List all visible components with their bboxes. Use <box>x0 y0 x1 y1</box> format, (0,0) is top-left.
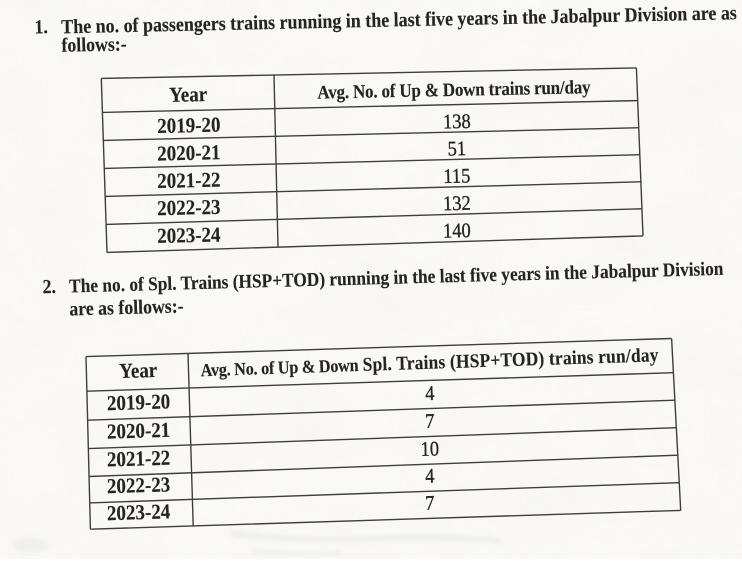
svg-text:Year: Year <box>119 359 158 383</box>
svg-text:132: 132 <box>443 192 471 216</box>
svg-text:2020-21: 2020-21 <box>107 419 171 444</box>
svg-text:2020-21: 2020-21 <box>157 141 221 166</box>
svg-text:51: 51 <box>447 137 466 161</box>
svg-text:2019-20: 2019-20 <box>107 390 171 415</box>
svg-text:2023-24: 2023-24 <box>157 224 221 249</box>
svg-text:2022-23: 2022-23 <box>157 196 221 221</box>
svg-text:140: 140 <box>443 219 471 243</box>
svg-text:1.: 1. <box>34 16 48 38</box>
svg-text:2.: 2. <box>42 276 56 299</box>
svg-text:are as follows:-: are as follows:- <box>69 296 184 321</box>
svg-text:7: 7 <box>425 410 435 433</box>
svg-text:4: 4 <box>425 465 435 488</box>
svg-text:138: 138 <box>443 110 471 134</box>
svg-text:2022-23: 2022-23 <box>107 473 171 498</box>
svg-text:Year: Year <box>169 83 208 107</box>
svg-text:115: 115 <box>443 164 471 188</box>
svg-text:2021-22: 2021-22 <box>157 169 221 194</box>
svg-text:4: 4 <box>425 382 435 405</box>
svg-text:2019-20: 2019-20 <box>157 114 221 139</box>
svg-text:2021-22: 2021-22 <box>107 447 171 472</box>
svg-text:7: 7 <box>425 492 435 515</box>
svg-text:10: 10 <box>420 437 439 461</box>
svg-text:follows:-: follows:- <box>61 34 127 58</box>
svg-text:2023-24: 2023-24 <box>107 500 171 525</box>
